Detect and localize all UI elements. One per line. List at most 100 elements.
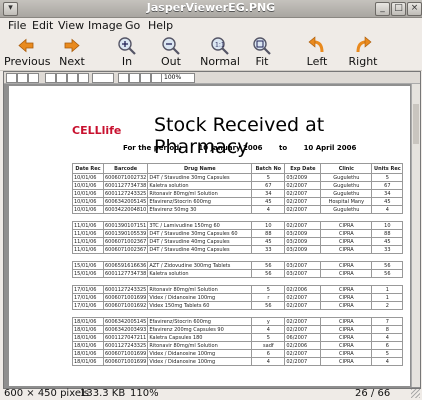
table-cell: 17/01/06 bbox=[73, 302, 104, 310]
menu-go[interactable]: Go bbox=[125, 19, 140, 32]
menu-help[interactable]: Help bbox=[148, 19, 173, 32]
table-cell: 03/2009 bbox=[285, 174, 321, 182]
table-cell: 4 bbox=[372, 334, 403, 342]
menu-edit[interactable]: Edit bbox=[32, 19, 53, 32]
table-cell: 45 bbox=[252, 238, 285, 246]
period-to-word: to bbox=[279, 144, 287, 152]
table-cell: 5 bbox=[372, 174, 403, 182]
svg-text:1:1: 1:1 bbox=[215, 42, 225, 49]
table-cell: 6001127734738 bbox=[104, 270, 148, 278]
status-position: 26 / 66 bbox=[355, 388, 390, 399]
table-cell: D4T / Stavudine 40mg Capsules bbox=[148, 238, 252, 246]
table-cell: AZT / Zidovudine 300mg Tablets bbox=[148, 262, 252, 270]
status-bar: 600 × 450 pixels 133.3 KB 110% 26 / 66 bbox=[0, 387, 422, 400]
menu-file[interactable]: File bbox=[8, 19, 26, 32]
table-cell: 56 bbox=[252, 270, 285, 278]
close-icon[interactable]: × bbox=[407, 2, 422, 16]
zoom-fit-button[interactable]: Fit bbox=[251, 36, 273, 68]
table-cell: 6001390105539 bbox=[104, 230, 148, 238]
table-header-row: Date Rec Barcode Drug Name Batch No Exp … bbox=[73, 164, 403, 174]
zoom-in-button[interactable]: In bbox=[115, 36, 139, 68]
rotate-right-icon bbox=[353, 36, 373, 55]
table-cell: Ritonavir 80mg/ml Solution bbox=[148, 286, 252, 294]
maximize-icon[interactable]: □ bbox=[391, 2, 406, 16]
table-cell: 45 bbox=[252, 198, 285, 206]
first-page-icon[interactable] bbox=[45, 73, 56, 83]
col-drug-name: Drug Name bbox=[148, 164, 252, 174]
table-row: 15/01/06 6001127734738 Kaletra solution 56 0… bbox=[73, 270, 403, 278]
table-cell: 6001390107151 bbox=[104, 222, 148, 230]
table-cell: CIPRA bbox=[321, 222, 372, 230]
table-cell: 4 bbox=[372, 358, 403, 366]
table-cell: 03/2009 bbox=[285, 246, 321, 254]
table-cell: CIPRA bbox=[321, 262, 372, 270]
rotate-right-button[interactable]: Right bbox=[348, 36, 378, 68]
table-cell: 6001127047211 bbox=[104, 334, 148, 342]
zoom-fit-label: Fit bbox=[256, 55, 269, 68]
table-cell: 67 bbox=[372, 182, 403, 190]
table-cell: 18/01/06 bbox=[73, 334, 104, 342]
menu-image[interactable]: Image bbox=[88, 19, 122, 32]
zoom-normal-button[interactable]: 1:1 Normal bbox=[198, 36, 242, 68]
table-cell: 18/01/06 bbox=[73, 342, 104, 350]
spacer-cell bbox=[73, 254, 403, 262]
table-cell: CIPRA bbox=[321, 246, 372, 254]
table-cell: Videx / Didanosine 100mg bbox=[148, 350, 252, 358]
table-cell: 4 bbox=[252, 358, 285, 366]
table-cell: 11/01/06 bbox=[73, 222, 104, 230]
table-cell: 11/01/06 bbox=[73, 230, 104, 238]
table-cell: 1 bbox=[372, 286, 403, 294]
table-cell: Ritonavir 80mg/ml Solution bbox=[148, 342, 252, 350]
table-cell: Efavirenz 200mg Capsules 90 bbox=[148, 326, 252, 334]
zoom-in-small-icon[interactable] bbox=[140, 73, 151, 83]
image-viewport[interactable]: 100% CELLlife Stock Received at Pharmacy… bbox=[3, 71, 421, 389]
table-cell: 5 bbox=[252, 334, 285, 342]
menu-view[interactable]: View bbox=[58, 19, 84, 32]
table-cell: Gugulethu bbox=[321, 182, 372, 190]
resize-grip[interactable] bbox=[411, 389, 420, 398]
period-to: 10 April 2006 bbox=[304, 144, 357, 152]
table-row: 11/01/06 6001390105539 D4T / Stavudine 30m… bbox=[73, 230, 403, 238]
table-row: 10/01/06 6001127734738 Kaletra solution 67 0… bbox=[73, 182, 403, 190]
fit-page-icon[interactable] bbox=[129, 73, 140, 83]
table-row: 10/01/06 6001127243325 Ritonavir 80mg/ml S… bbox=[73, 190, 403, 198]
zoom-select[interactable]: 100% bbox=[161, 73, 195, 83]
scrollbar-thumb[interactable] bbox=[413, 104, 419, 144]
cell-life-logo: CELLlife bbox=[72, 124, 121, 137]
zoom-normal-label: Normal bbox=[200, 55, 240, 68]
table-row: 18/01/06 6001127243325 Ritonavir 80mg/ml S… bbox=[73, 342, 403, 350]
prev-page-icon[interactable] bbox=[56, 73, 67, 83]
rotate-left-button[interactable]: Left bbox=[304, 36, 330, 68]
print-icon[interactable] bbox=[17, 73, 28, 83]
save-icon[interactable] bbox=[6, 73, 17, 83]
table-cell: 8 bbox=[372, 326, 403, 334]
zoom-fit-icon bbox=[252, 36, 272, 55]
zoom-out-button[interactable]: Out bbox=[158, 36, 184, 68]
zoom-in-label: In bbox=[122, 55, 132, 68]
table-cell: Ritonavir 80mg/ml Solution bbox=[148, 190, 252, 198]
col-clinic: Clinic bbox=[321, 164, 372, 174]
table-row: 17/01/06 6001127243325 Ritonavir 80mg/ml S… bbox=[73, 286, 403, 294]
table-cell: 6006071002367 bbox=[104, 238, 148, 246]
table-cell: 45 bbox=[372, 198, 403, 206]
menu-bar: File Edit View Image Go Help bbox=[0, 18, 422, 34]
table-cell: 03/2009 bbox=[285, 230, 321, 238]
actual-size-icon[interactable] bbox=[118, 73, 129, 83]
zoom-in-icon bbox=[117, 36, 137, 55]
group-spacer bbox=[73, 310, 403, 318]
col-barcode: Barcode bbox=[104, 164, 148, 174]
page-number-input[interactable] bbox=[92, 73, 114, 83]
table-row: 17/01/06 6006071001692 Videx 150mg Tablets… bbox=[73, 302, 403, 310]
vertical-scrollbar[interactable] bbox=[411, 84, 420, 387]
next-page-icon[interactable] bbox=[67, 73, 78, 83]
table-cell: 56 bbox=[372, 262, 403, 270]
col-exp-date: Exp Date bbox=[285, 164, 321, 174]
reload-icon[interactable] bbox=[28, 73, 39, 83]
previous-button[interactable]: Previous bbox=[4, 36, 48, 68]
last-page-icon[interactable] bbox=[78, 73, 89, 83]
table-cell: 02/2006 bbox=[285, 342, 321, 350]
minimize-icon[interactable]: _ bbox=[375, 2, 390, 16]
table-cell: 11/01/06 bbox=[73, 238, 104, 246]
window-title: JasperViewerEG.PNG bbox=[0, 1, 422, 14]
next-button[interactable]: Next bbox=[56, 36, 88, 68]
